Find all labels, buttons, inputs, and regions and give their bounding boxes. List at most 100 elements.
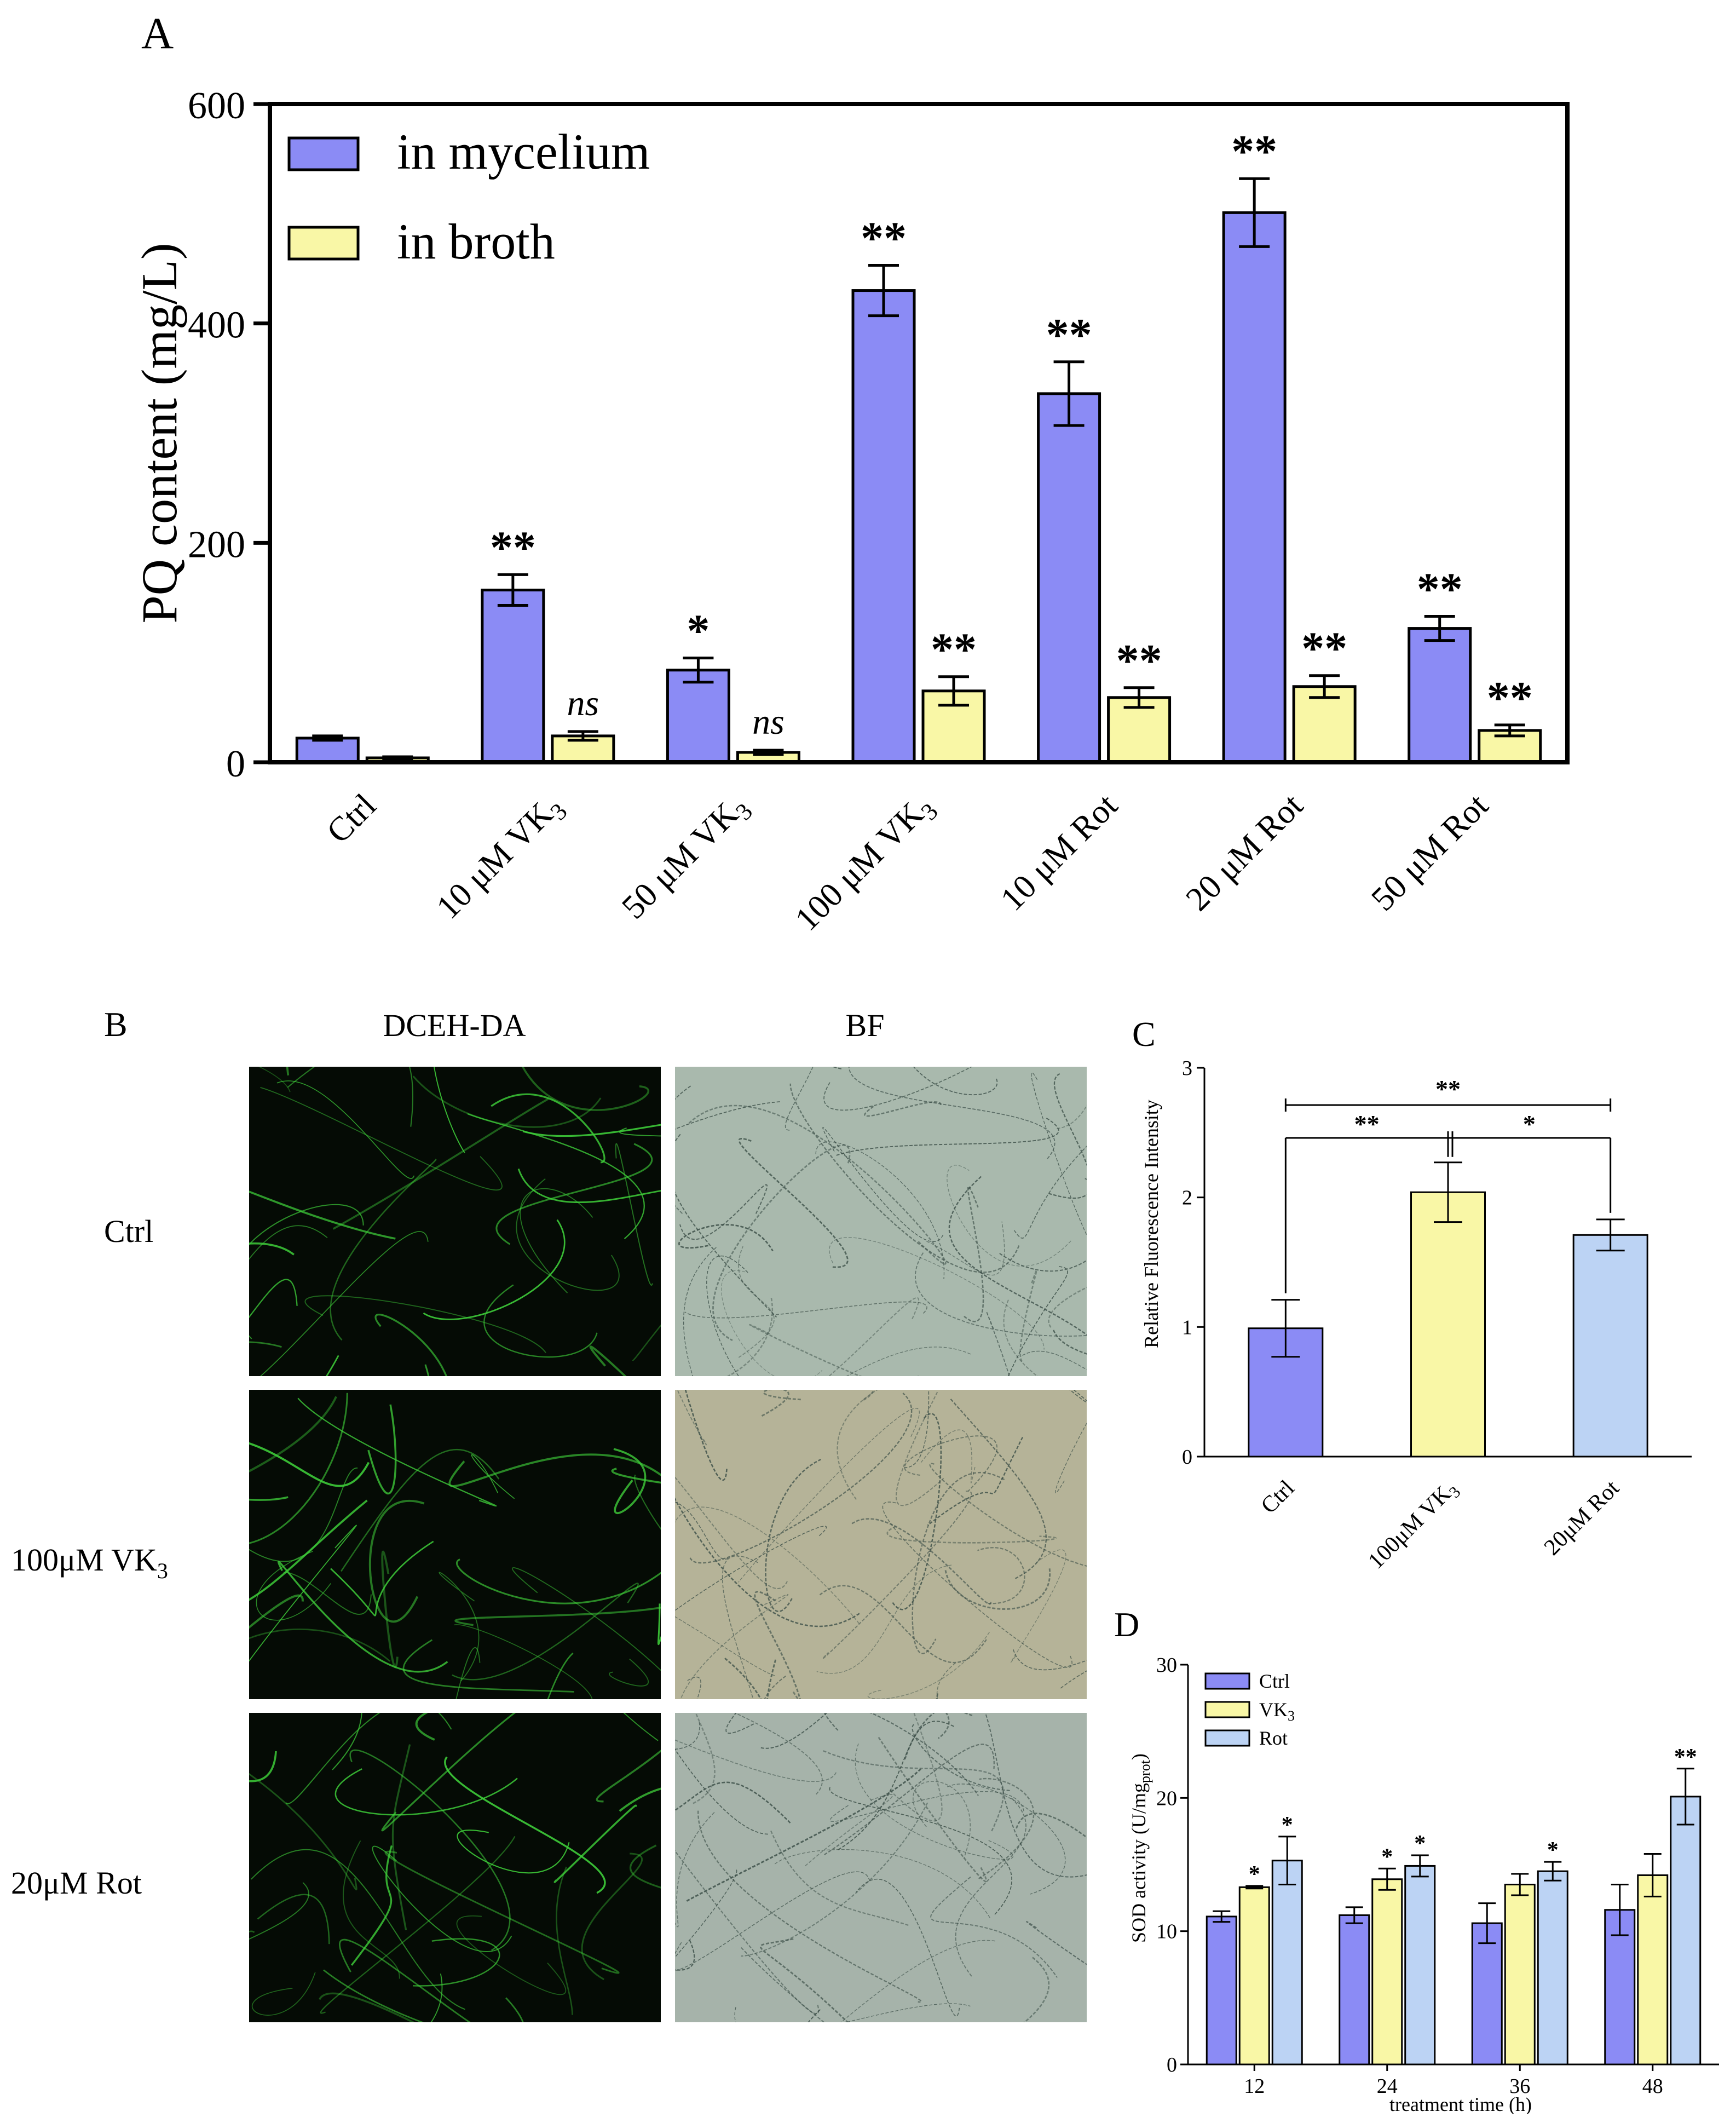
hypha-filament (864, 1101, 942, 1117)
hypha-filament (675, 1940, 695, 1971)
hypha-filament (675, 1506, 860, 1624)
chart-a-ylabel: PQ content (mg/L) (131, 243, 187, 624)
hypha-filament (675, 1497, 860, 1627)
hypha-filament (611, 1468, 661, 1484)
chart-a-significance: ** (490, 522, 536, 573)
hypha-filament (892, 1413, 942, 1610)
hypha-filament (491, 1093, 605, 1164)
hypha-filament (430, 1974, 443, 2022)
hypha-filament (896, 1391, 944, 1506)
micrograph-background (675, 1390, 1087, 1699)
legend-swatch-broth (287, 226, 360, 261)
hypha-filament (840, 1940, 995, 2022)
hypha-filament (374, 1314, 447, 1376)
hypha-filament (615, 1143, 653, 1286)
chart-a-significance: ** (1231, 126, 1277, 177)
hypha-filament (448, 1453, 661, 1487)
hypha-filament (521, 1067, 649, 1111)
chart-d-bar-rot (1404, 1865, 1436, 2066)
chart-c-errorbar (1434, 1161, 1462, 1223)
panel-label-b: B (104, 1005, 128, 1044)
chart-d-xtick-label: 24 (1377, 2075, 1398, 2098)
chart-d-significance: * (1414, 1831, 1426, 1856)
chart-a-errorbar (938, 675, 969, 707)
hypha-filament (685, 1768, 922, 1902)
hypha-filament (252, 1972, 316, 2016)
chart-d-legend-label-vk: VK3 (1259, 1699, 1295, 1724)
hypha-filament (249, 1499, 368, 1601)
hypha-filament (726, 1298, 774, 1376)
panel-b-labels: B DCEH-DA BF Ctrl 100μM VK3 20μM Rot (11, 1005, 885, 1901)
chart-c-significance: ** (1354, 1110, 1380, 1138)
hypha-filament (948, 1176, 1087, 1336)
hypha-filament (332, 1713, 362, 1770)
hypha-filament (367, 1404, 397, 1495)
hypha-filament (675, 1781, 791, 1823)
hypha-filament (823, 1067, 973, 1111)
micrograph-background (249, 1067, 661, 1376)
hypha-filament (444, 1756, 606, 1894)
chart-a-xtick-label: Ctrl (320, 787, 383, 850)
chart-d-bar-vk (1371, 1878, 1403, 2066)
chart-a-errorbar (382, 755, 413, 761)
chart-d-legend-label-rot: Rot (1259, 1727, 1288, 1749)
hypha-filament (330, 1159, 437, 1341)
chart-c-ytick-label: 0 (1182, 1446, 1192, 1469)
hypha-filament (495, 1143, 653, 1245)
hypha-filament (722, 1555, 759, 1699)
chart-a-significance: ** (931, 624, 977, 675)
chart-a-errorbar (1309, 674, 1340, 699)
hypha-filament (749, 1324, 919, 1376)
chart-d-xtick-label: 36 (1509, 2075, 1530, 2098)
chart-d-bar-vk (1637, 1874, 1669, 2066)
chart-c: C Relative Fluorescence Intensity **** * … (1132, 1015, 1692, 1574)
hypha-filament (339, 1938, 471, 2022)
hypha-filament (1031, 1072, 1087, 1236)
hypha-filament (754, 1591, 801, 1699)
chart-d-legend-label-ctrl: Ctrl (1259, 1670, 1290, 1692)
hypha-filament (609, 1658, 649, 1687)
chart-a-xtick-label: 50 μM VK3 (615, 787, 758, 930)
panel-b: B DCEH-DA BF Ctrl 100μM VK3 20μM Rot (0, 997, 1128, 2103)
chart-d-bar-vk (1504, 1884, 1536, 2066)
hypha-filament (249, 1751, 277, 1782)
hypha-filament (678, 1224, 774, 1252)
hypha-filament (947, 1784, 1066, 1895)
chart-a-significance: ** (1046, 309, 1092, 360)
col-header-brightfield: BF (846, 1008, 885, 1043)
hypha-filament (1048, 1073, 1087, 1199)
chart-a-errorbar (868, 263, 899, 318)
chart-d: D SOD activity (U/mgprot) treatment time… (1114, 1605, 1719, 2114)
chart-d-legend-swatch-vk (1204, 1701, 1250, 1718)
hypha-filament (423, 1219, 566, 1320)
hypha-filament (835, 1118, 1059, 1157)
chart-d-ytick-label: 10 (1156, 1920, 1177, 1943)
chart-d-errorbar (1411, 1854, 1429, 1878)
hypha-filament (249, 1496, 289, 1501)
micrograph-brightfield-rot (675, 1713, 1087, 2022)
chart-d-errorbar (1345, 1906, 1363, 1924)
hypha-filament (913, 1781, 971, 1859)
hypha-filament (522, 1124, 661, 1137)
chart-a-bar-mycelium (1037, 392, 1101, 764)
hypha-filament (251, 1849, 465, 2010)
hypha-filament (455, 1647, 481, 1699)
micrograph-fluorescence-vk3 (249, 1390, 661, 1699)
hypha-filament (848, 1067, 1056, 1159)
hypha-filament (456, 1915, 567, 1995)
hypha-filament (632, 1324, 661, 1361)
hypha-filament (904, 1713, 936, 1760)
hypha-filament (249, 1242, 295, 1256)
hypha-filament (319, 1992, 416, 2022)
hypha-filament (829, 1237, 1045, 1350)
hypha-filament (867, 1631, 990, 1699)
chart-d-bar-rot (1271, 1860, 1303, 2066)
row-label-rot: 20μM Rot (11, 1865, 142, 1901)
hypha-filament (855, 1743, 1014, 1860)
hypha-filament (789, 1083, 1020, 1273)
hypha-filament (304, 1295, 546, 1353)
chart-c-significance: ** (1435, 1075, 1461, 1103)
hypha-filament (516, 1178, 620, 1291)
hypha-filament (260, 1087, 503, 1190)
chart-a-xtick-label: 100 μM VK3 (788, 787, 943, 942)
